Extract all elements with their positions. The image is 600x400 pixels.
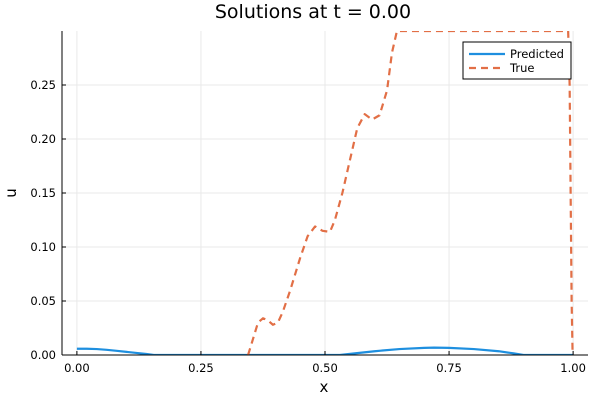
chart-title: Solutions at t = 0.00: [215, 1, 411, 23]
legend-label-true: True: [509, 61, 534, 75]
x-ticks: 0.00 0.25 0.50 0.75 1.00: [64, 351, 586, 375]
x-tick-label: 0.75: [436, 361, 462, 375]
series-line-predicted: [76, 346, 574, 355]
gridlines: [62, 31, 588, 356]
series-line-true: [247, 31, 574, 355]
legend-label-predicted: Predicted: [510, 47, 564, 61]
x-axis-label: x: [320, 378, 329, 396]
series-layer: [76, 31, 574, 355]
y-tick-label: 0.10: [30, 240, 56, 254]
y-tick-label: 0.00: [30, 348, 56, 362]
y-tick-label: 0.25: [30, 78, 56, 92]
x-tick-label: 1.00: [560, 361, 586, 375]
y-tick-label: 0.05: [30, 294, 56, 308]
x-tick-label: 0.00: [64, 361, 90, 375]
x-tick-label: 0.50: [312, 361, 338, 375]
plot-area: [76, 31, 574, 355]
y-ticks: 0.00 0.05 0.10 0.15 0.20 0.25: [30, 78, 66, 362]
y-tick-label: 0.20: [30, 132, 56, 146]
y-axis-label: u: [2, 188, 20, 198]
legend-box: [462, 41, 572, 80]
y-tick-label: 0.15: [30, 186, 56, 200]
legend: Predicted True: [462, 41, 572, 80]
x-tick-label: 0.25: [188, 361, 214, 375]
